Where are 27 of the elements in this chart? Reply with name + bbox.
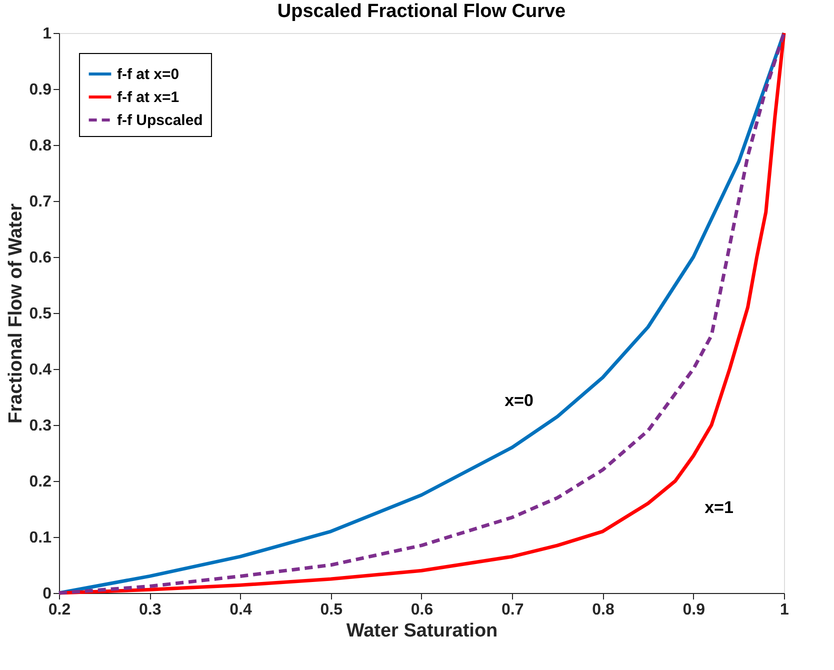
y-tick-label: 0.7 (29, 194, 52, 210)
annotation: x=0 (504, 391, 534, 410)
y-tick-label: 0.2 (29, 474, 52, 490)
y-tick-label: 0.6 (29, 250, 52, 266)
x-tick-label: 0.9 (682, 602, 706, 618)
y-tick-label: 0.1 (29, 530, 52, 546)
x-tick-label: 0.3 (139, 602, 162, 618)
y-tick-label: 0.9 (29, 82, 52, 98)
legend-label: f-f at x=1 (117, 89, 180, 106)
y-tick-label: 0 (42, 586, 52, 602)
y-tick-label: 0.5 (29, 306, 52, 322)
y-tick-label: 0.4 (29, 362, 52, 378)
y-axis-title: Fractional Flow of Water (5, 202, 26, 424)
x-tick-label: 0.7 (502, 602, 524, 618)
y-tick-label: 1 (42, 26, 52, 42)
legend-label: f-f at x=0 (117, 66, 180, 83)
y-tick-label: 0.3 (29, 418, 52, 434)
legend-label: f-f Upscaled (117, 112, 203, 129)
x-tick-label: 0.5 (320, 602, 343, 618)
annotation: x=1 (704, 498, 734, 517)
x-tick-label: 0.6 (410, 602, 434, 618)
x-tick-label: 1 (780, 602, 790, 618)
y-tick-label: 0.8 (29, 138, 52, 154)
x-tick-label: 0.4 (230, 602, 252, 618)
chart-title: Upscaled Fractional Flow Curve (277, 1, 566, 22)
x-tick-label: 0.8 (592, 602, 614, 618)
x-axis-title: Water Saturation (346, 620, 498, 642)
